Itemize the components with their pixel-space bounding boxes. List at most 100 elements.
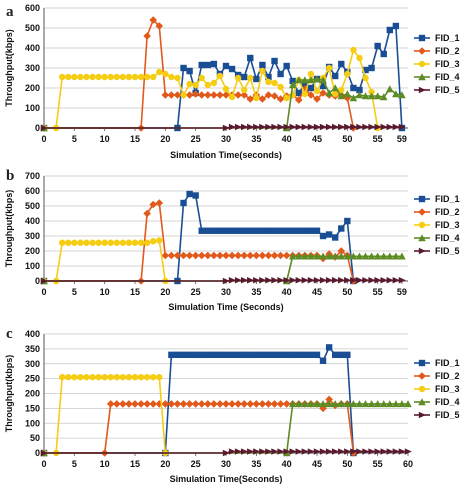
data-point-FID_1 (228, 227, 236, 234)
data-point-FID_4 (331, 84, 339, 92)
data-point-FID_1 (216, 227, 224, 234)
data-point-FID_1 (180, 64, 187, 72)
data-point-FID_1 (319, 82, 327, 90)
data-point-FID_2 (179, 400, 188, 408)
data-point-FID_5 (362, 123, 370, 131)
data-point-FID_1 (241, 73, 248, 81)
data-point-FID_2 (191, 400, 200, 408)
data-point-FID_3 (119, 73, 127, 81)
data-point-FID_3 (332, 90, 339, 98)
data-point-FID_1 (198, 351, 205, 359)
data-point-FID_5 (271, 123, 279, 131)
data-point-FID_5 (265, 448, 273, 455)
legend-label-FID_4: FID_4 (435, 397, 460, 407)
data-point-FID_3 (125, 373, 133, 381)
data-point-FID_1 (313, 351, 321, 359)
data-point-FID_2 (325, 395, 333, 404)
data-point-FID_5 (253, 123, 261, 131)
data-point-FID_1 (283, 62, 290, 70)
data-point-FID_5 (350, 123, 358, 131)
data-point-FID_1 (283, 351, 290, 359)
data-point-FID_3 (143, 73, 151, 81)
data-point-FID_4 (319, 400, 327, 408)
data-point-FID_1 (368, 64, 375, 72)
data-point-FID_1 (362, 66, 369, 74)
data-point-FID_3 (338, 86, 345, 94)
data-point-FID_1 (222, 351, 230, 359)
data-point-FID_5 (241, 277, 248, 284)
data-point-FID_2 (307, 91, 315, 99)
legend-label-FID_1: FID_1 (435, 33, 460, 43)
data-point-FID_5 (392, 277, 400, 284)
data-point-FID_3 (150, 238, 157, 245)
legend-marker-FID_4 (418, 234, 426, 242)
data-point-FID_3 (344, 70, 351, 78)
data-point-FID_4 (313, 75, 321, 83)
data-point-FID_5 (259, 448, 267, 455)
data-point-FID_3 (362, 74, 369, 82)
legend-marker-FID_3 (418, 60, 426, 68)
series-FID_3 (40, 237, 169, 285)
data-point-FID_4 (361, 92, 370, 100)
data-point-FID_2 (252, 400, 261, 408)
y-tick-label: 250 (25, 374, 40, 384)
data-point-FID_4 (386, 85, 394, 93)
data-point-FID_1 (265, 227, 272, 234)
data-point-FID_4 (313, 252, 321, 260)
data-point-FID_3 (174, 74, 181, 82)
legend-marker-FID_4 (418, 73, 426, 81)
data-point-FID_4 (295, 252, 303, 260)
data-point-FID_5 (277, 123, 285, 131)
data-point-FID_2 (167, 251, 176, 260)
y-tick-label: 100 (25, 261, 40, 271)
data-point-FID_3 (83, 373, 90, 381)
x-tick-label: 30 (221, 287, 231, 297)
data-point-FID_4 (349, 252, 358, 260)
legend-marker-FID_4 (418, 398, 426, 406)
chart-b: 0 100 200 300 400 500 600 700 0 5 10 15 20 25 30 35 40 45… (4, 171, 460, 312)
y-tick-label: 600 (25, 3, 40, 13)
x-tick-label: 55 (373, 287, 383, 297)
legend-marker-FID_5 (418, 247, 426, 255)
legend-label-FID_3: FID_3 (435, 59, 460, 69)
legend-label-FID_4: FID_4 (435, 72, 460, 82)
y-tick-label: 200 (25, 389, 40, 399)
data-point-FID_2 (234, 91, 242, 99)
x-tick-label: 45 (312, 134, 322, 144)
data-point-FID_5 (325, 448, 333, 455)
data-point-FID_2 (240, 400, 248, 408)
x-tick-label: 15 (130, 287, 140, 297)
data-point-FID_3 (59, 373, 66, 381)
x-tick-label: 40 (282, 459, 292, 469)
data-point-FID_5 (368, 448, 376, 455)
data-point-FID_5 (289, 277, 297, 284)
data-point-FID_1 (247, 351, 254, 359)
data-point-FID_2 (210, 91, 218, 99)
legend-label-FID_2: FID_2 (435, 46, 460, 56)
data-point-FID_1 (259, 227, 266, 234)
data-point-FID_5 (404, 448, 412, 455)
data-point-FID_3 (83, 73, 90, 81)
data-point-FID_1 (332, 72, 339, 80)
data-point-FID_4 (373, 92, 382, 100)
data-point-FID_5 (265, 123, 273, 131)
series-line-FID_2 (44, 19, 355, 129)
x-tick-label: 50 (342, 459, 352, 469)
data-point-FID_2 (161, 251, 170, 260)
data-point-FID_5 (344, 448, 352, 455)
data-point-FID_5 (283, 123, 291, 131)
data-point-FID_1 (210, 351, 218, 359)
data-point-FID_5 (398, 123, 406, 131)
legend-label-FID_4: FID_4 (435, 233, 460, 243)
data-point-FID_5 (332, 448, 339, 455)
data-point-FID_5 (319, 448, 327, 455)
data-point-FID_2 (137, 400, 145, 408)
data-point-FID_2 (264, 251, 273, 260)
x-tick-label: 25 (191, 287, 201, 297)
data-point-FID_3 (228, 93, 236, 101)
data-point-FID_3 (89, 373, 96, 381)
data-point-FID_5 (380, 123, 388, 131)
panel-letter-a: a (6, 4, 14, 20)
data-point-FID_3 (150, 373, 157, 381)
series-line-FID_3 (44, 239, 167, 282)
